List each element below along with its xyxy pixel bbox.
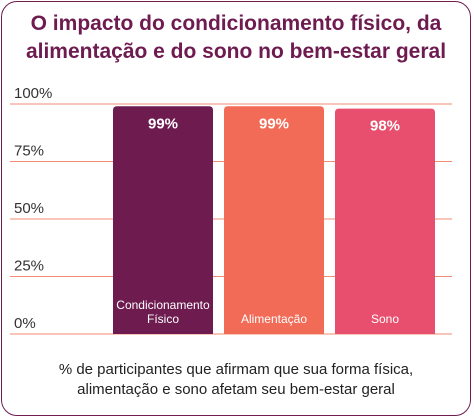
bar-0: [113, 106, 213, 334]
y-tick-label-75: 75%: [14, 143, 44, 160]
category-label-2-line-0: Sono: [371, 312, 399, 326]
y-tick-label-50: 50%: [14, 200, 44, 217]
category-label-1-line-0: Alimentação: [241, 312, 307, 326]
category-label-0-line-0: Condicionamento: [116, 298, 210, 312]
y-tick-label-0: 0%: [14, 315, 36, 332]
y-axis-ticks: 0% 25% 50% 75% 100%: [14, 85, 52, 332]
caption-line-1: % de participantes que afirmam que sua f…: [58, 361, 414, 378]
bar-value-label-1: 99%: [259, 115, 289, 132]
bar-2: [335, 108, 435, 334]
bar-value-label-2: 98%: [370, 118, 400, 135]
chart-title-line-1: O impacto do condicionamento físico, da: [30, 12, 442, 35]
chart-title: O impacto do condicionamento físico, da …: [10, 10, 462, 66]
bar-1: [224, 106, 324, 334]
caption-line-2: alimentação e sono afetam seu bem-estar …: [77, 381, 395, 398]
y-tick-label-25: 25%: [14, 258, 44, 275]
chart-title-line-2: alimentação e do sono no bem-estar geral: [25, 40, 447, 63]
chart-caption: % de participantes que afirmam que sua f…: [10, 360, 462, 400]
bar-value-label-0: 99%: [148, 115, 178, 132]
category-label-0-line-1: Físico: [147, 312, 179, 326]
y-tick-label-100: 100%: [14, 85, 52, 102]
